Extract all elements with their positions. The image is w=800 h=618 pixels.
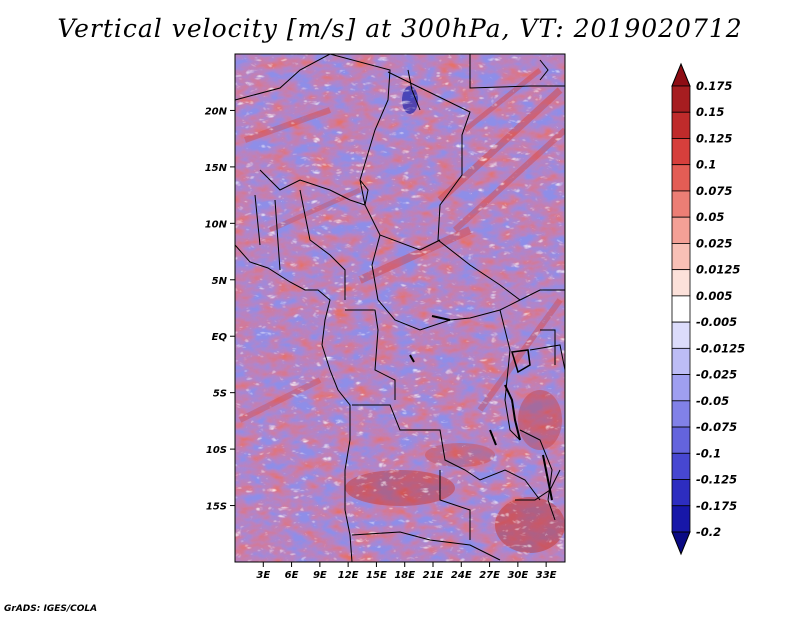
colorbar-swatch bbox=[671, 295, 691, 323]
colorbar-label: 0.075 bbox=[696, 184, 732, 198]
colorbar-label: 0.15 bbox=[696, 105, 724, 119]
x-tick-label: 6E bbox=[285, 570, 299, 581]
country-boundaries bbox=[235, 54, 565, 562]
colorbar-label: -0.075 bbox=[696, 420, 737, 434]
x-tick-label: 30E bbox=[507, 570, 528, 581]
x-tick-label: 12E bbox=[338, 570, 359, 581]
y-tick-label: EQ bbox=[212, 332, 228, 343]
colorbar-label: 0.125 bbox=[696, 131, 732, 145]
colorbar-swatch bbox=[671, 426, 691, 454]
colorbar-top-arrow bbox=[671, 62, 691, 87]
colorbar-label: 0.0125 bbox=[696, 263, 740, 277]
lakes bbox=[409, 315, 553, 501]
colorbar-swatch bbox=[671, 479, 691, 507]
x-tick-label: 9E bbox=[313, 570, 327, 581]
plot-area bbox=[235, 54, 565, 562]
colorbar-swatch bbox=[671, 111, 691, 139]
colorbar-label: -0.05 bbox=[696, 394, 729, 408]
colorbar-swatch bbox=[671, 400, 691, 428]
y-tick-label: 20N bbox=[205, 106, 228, 117]
x-axis: 3E 6E 9E 12E 15E 18E 21E 24E 27E 30E 33E bbox=[256, 562, 557, 581]
colorbar-bottom-arrow bbox=[671, 531, 691, 556]
colorbar-label: 0.05 bbox=[696, 210, 724, 224]
y-tick-label: 15S bbox=[206, 502, 227, 513]
x-tick-label: 15E bbox=[366, 570, 387, 581]
chart-title: Vertical velocity [m/s] at 300hPa, VT: 2… bbox=[57, 14, 743, 43]
plot-frame bbox=[234, 53, 566, 563]
colorbar-label: -0.025 bbox=[696, 368, 737, 382]
colorbar-swatch bbox=[671, 347, 691, 375]
x-tick-label: 21E bbox=[423, 570, 444, 581]
colorbar: 0.175 0.15 0.125 0.1 0.075 0.05 0.025 0.0125 0.0… bbox=[671, 62, 745, 556]
colorbar-swatch bbox=[671, 190, 691, 218]
colorbar-label: -0.0125 bbox=[696, 341, 745, 355]
x-tick-label: 3E bbox=[256, 570, 270, 581]
x-tick-label: 24E bbox=[451, 570, 472, 581]
colorbar-swatch bbox=[671, 452, 691, 480]
colorbar-swatch bbox=[671, 374, 691, 402]
colorbar-label: 0.175 bbox=[696, 79, 732, 93]
colorbar-swatch bbox=[671, 321, 691, 349]
colorbar-label: -0.2 bbox=[696, 525, 721, 539]
colorbar-swatch bbox=[671, 243, 691, 271]
colorbar-label: -0.125 bbox=[696, 473, 737, 487]
colorbar-label: 0.025 bbox=[696, 236, 732, 250]
neutral-overlay bbox=[235, 54, 565, 562]
colorbar-label: -0.1 bbox=[696, 446, 721, 460]
y-tick-label: 15N bbox=[205, 163, 228, 174]
y-tick-label: 5N bbox=[212, 276, 228, 287]
colorbar-swatch bbox=[671, 85, 691, 113]
credit-label: GrADS: IGES/COLA bbox=[4, 604, 98, 614]
colorbar-label: -0.175 bbox=[696, 499, 737, 513]
x-tick-label: 33E bbox=[536, 570, 557, 581]
colorbar-swatch bbox=[671, 505, 691, 533]
colorbar-label: 0.005 bbox=[696, 289, 732, 303]
colorbar-swatch bbox=[671, 164, 691, 192]
y-axis: 20N 15N 10N 5N EQ 5S 10S 15S bbox=[205, 106, 235, 513]
x-tick-label: 27E bbox=[479, 570, 500, 581]
colorbar-swatch bbox=[671, 216, 691, 244]
colorbar-swatch bbox=[671, 269, 691, 297]
colorbar-label: -0.005 bbox=[696, 315, 737, 329]
colorbar-label: 0.1 bbox=[696, 158, 716, 172]
y-tick-label: 10S bbox=[206, 445, 227, 456]
y-tick-label: 10N bbox=[205, 219, 228, 230]
colorbar-swatch bbox=[671, 138, 691, 166]
x-tick-label: 18E bbox=[394, 570, 415, 581]
y-tick-label: 5S bbox=[213, 389, 227, 400]
